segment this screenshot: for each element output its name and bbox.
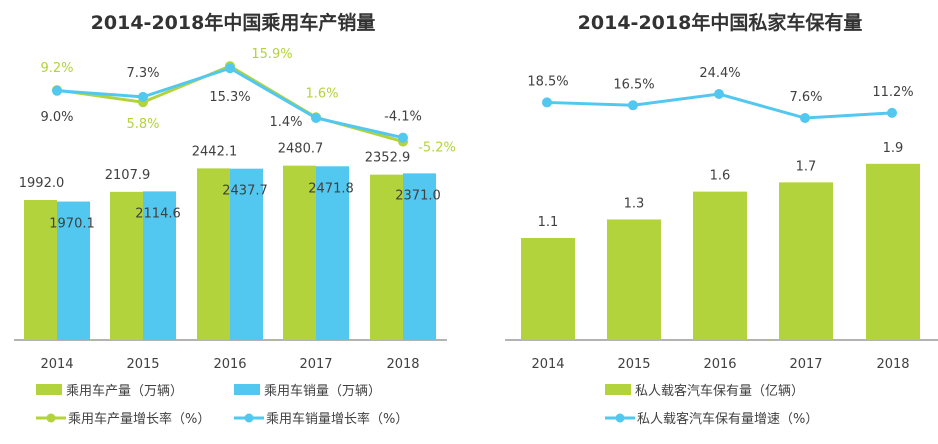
legend-swatch-sales: [234, 384, 260, 395]
bar-production-2016: [197, 168, 230, 340]
label-production-growth-2014: 9.2%: [40, 61, 73, 76]
x-tick-2018: 2018: [876, 357, 909, 372]
label-ownership-growth-2015: 16.5%: [613, 77, 654, 92]
bar-ownership-2016: [693, 191, 747, 340]
label-production-growth-2016: 15.9%: [251, 47, 292, 62]
legend-marker-production-growth: [46, 413, 56, 423]
label-production-2015: 2107.9: [105, 168, 151, 183]
bar-sales-2016: [230, 168, 263, 340]
label-production-growth-2017: 1.6%: [305, 86, 338, 101]
legend-marker-ownership-growth: [615, 413, 625, 423]
legend-production: 乘用车产量（万辆）: [66, 383, 183, 399]
x-tick-2016: 2016: [703, 357, 736, 372]
label-sales-growth-2018: -4.1%: [384, 110, 422, 125]
x-tick-2016: 2016: [213, 357, 246, 372]
bar-ownership-2017: [779, 182, 833, 340]
bar-production-2018: [370, 174, 403, 340]
x-tick-2017: 2017: [789, 357, 822, 372]
label-ownership-growth-2014: 18.5%: [527, 74, 568, 89]
legend-marker-sales-growth: [244, 413, 254, 423]
bar-ownership-2014: [521, 238, 575, 340]
ownership-growth-point-2015: [628, 100, 638, 111]
sales-growth-point-2016: [225, 63, 235, 74]
label-sales-growth-2016: 15.3%: [209, 90, 250, 105]
label-production-2017: 2480.7: [278, 142, 324, 157]
x-tick-2014: 2014: [531, 357, 564, 372]
legend-swatch-production: [36, 384, 62, 395]
legend-production-growth: 乘用车产量增长率（%）: [68, 411, 210, 427]
label-ownership-growth-2018: 11.2%: [872, 85, 913, 100]
label-ownership-2015: 1.3: [624, 196, 645, 211]
label-sales-2014: 1970.1: [49, 217, 95, 232]
label-sales-growth-2014: 9.0%: [40, 110, 73, 125]
right-chart: 1.1 2014 1.3 2015 1.6 2016 1.7 2017 1.9 2018 18.5%…: [505, 66, 938, 427]
x-tick-2018: 2018: [386, 357, 419, 372]
x-tick-2015: 2015: [126, 357, 159, 372]
label-sales-2017: 2471.8: [308, 181, 354, 196]
sales-growth-point-2014: [52, 85, 62, 96]
label-production-growth-2018: -5.2%: [418, 141, 456, 156]
left-chart-title: 2014-2018年中国乘用车产销量: [91, 11, 376, 34]
label-sales-2015: 2114.6: [135, 206, 181, 221]
sales-growth-point-2015: [138, 91, 148, 102]
label-ownership-2014: 1.1: [538, 215, 559, 230]
label-ownership-2017: 1.7: [796, 159, 817, 174]
ownership-growth-point-2016: [714, 89, 724, 99]
legend-swatch-ownership: [605, 384, 631, 395]
ownership-growth-point-2017: [800, 113, 810, 124]
sales-growth-point-2018: [398, 132, 408, 143]
legend-ownership-growth: 私人载客汽车保有量增速（%）: [637, 411, 818, 427]
x-tick-2014: 2014: [40, 357, 73, 372]
label-production-2016: 2442.1: [192, 144, 238, 159]
bar-sales-2017: [316, 166, 349, 340]
bar-sales-2014: [57, 201, 90, 340]
bar-ownership-2015: [607, 219, 661, 340]
legend-sales: 乘用车销量（万辆）: [264, 383, 381, 399]
x-tick-2017: 2017: [299, 357, 332, 372]
bar-sales-2015: [143, 191, 176, 340]
x-tick-2015: 2015: [617, 357, 650, 372]
label-production-2014: 1992.0: [19, 176, 65, 191]
bar-production-2017: [283, 165, 316, 340]
legend-ownership: 私人载客汽车保有量（亿辆）: [635, 383, 804, 399]
label-sales-2018: 2371.0: [395, 188, 441, 203]
label-production-growth-2015: 5.8%: [126, 117, 159, 132]
label-production-2018: 2352.9: [365, 151, 411, 166]
label-ownership-2018: 1.9: [883, 141, 904, 156]
label-sales-growth-2017: 1.4%: [269, 115, 302, 130]
ownership-growth-point-2018: [887, 107, 897, 118]
bar-sales-2018: [403, 173, 436, 340]
ownership-growth-point-2014: [542, 97, 552, 108]
label-sales-2016: 2437.7: [222, 184, 268, 199]
label-ownership-growth-2016: 24.4%: [699, 66, 740, 81]
bar-ownership-2018: [866, 163, 920, 340]
left-chart: 1992.0 1970.1 2014 2107.9 2114.6 2015 2442.1 24…: [14, 47, 456, 427]
label-ownership-2016: 1.6: [710, 169, 731, 184]
label-ownership-growth-2017: 7.6%: [789, 90, 822, 105]
sales-growth-point-2017: [311, 112, 321, 123]
label-sales-growth-2015: 7.3%: [126, 66, 159, 81]
bar-production-2014: [24, 200, 57, 340]
legend-sales-growth: 乘用车销量增长率（%）: [266, 411, 408, 427]
bar-production-2015: [110, 191, 143, 340]
right-chart-title: 2014-2018年中国私家车保有量: [578, 11, 863, 34]
